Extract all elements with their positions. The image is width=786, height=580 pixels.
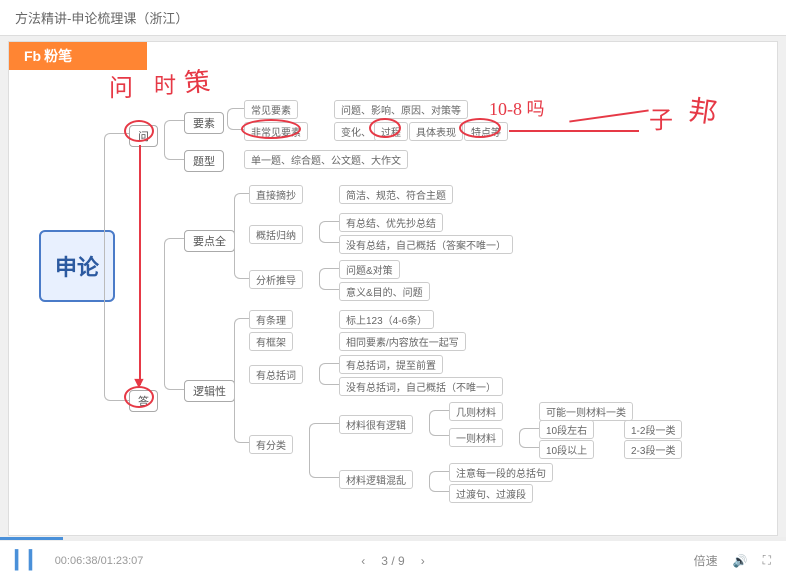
brand-bar: Fb 粉笔 (9, 42, 777, 70)
player-controls: ▎▎ 00:06:38/01:23:07 ‹ 3 / 9 › 倍速 🔊 ⛶ (0, 540, 786, 580)
node-changjian: 常见要素 (244, 100, 298, 119)
annotation-line (509, 130, 639, 132)
leaf: 材料逻辑混乱 (339, 470, 413, 489)
time-display: 00:06:38/01:23:07 (55, 555, 144, 567)
node-luojixing: 逻辑性 (184, 380, 235, 402)
leaf: 有总括词 (249, 365, 303, 384)
pause-button[interactable]: ▎▎ (15, 550, 43, 571)
node-tixing: 题型 (184, 150, 224, 172)
leaf: 没有总结，自己概括（答案不唯一） (339, 235, 513, 254)
node-feichangjian: 非常见要素 (244, 122, 308, 141)
window-title: 方法精讲-申论梳理课（浙江） (0, 0, 786, 36)
prev-page-button[interactable]: ‹ (357, 554, 369, 568)
connector (234, 193, 249, 279)
leaf: 有分类 (249, 435, 293, 454)
leaf: 有框架 (249, 332, 293, 351)
connector (429, 410, 449, 436)
node-da: 答 (129, 390, 158, 412)
annotation-arrow (139, 145, 141, 385)
page-display: 3 / 9 (381, 554, 404, 568)
brand-name: 粉笔 (44, 46, 72, 66)
leaf: 相同要素/内容放在一起写 (339, 332, 466, 351)
leaf: 分析推导 (249, 270, 303, 289)
annotation: 10-8 吗 (489, 95, 545, 121)
connector (164, 120, 184, 160)
leaf: 有总结、优先抄总结 (339, 213, 443, 232)
connector (319, 268, 339, 290)
node-yaodianquan: 要点全 (184, 230, 235, 252)
volume-icon[interactable]: 🔊 (733, 554, 748, 568)
brand-logo: Fb (24, 48, 41, 64)
connector (234, 318, 249, 443)
connector (227, 108, 244, 130)
leaf: 2-3段一类 (624, 440, 682, 459)
time-current: 00:06:38 (55, 555, 98, 567)
leaf: 过程 (374, 122, 408, 141)
leaf: 一则材料 (449, 428, 503, 447)
leaf: 概括归纳 (249, 225, 303, 244)
annotation: 子 (649, 100, 673, 135)
pager: ‹ 3 / 9 › (357, 554, 428, 568)
leaf: 10段左右 (539, 420, 594, 439)
leaf: 简洁、规范、符合主题 (339, 185, 453, 204)
leaf: 1-2段一类 (624, 420, 682, 439)
title-text: 方法精讲-申论梳理课（浙江） (15, 11, 188, 26)
connector (104, 133, 129, 401)
leaf: 直接摘抄 (249, 185, 303, 204)
leaf: 问题、影响、原因、对策等 (334, 100, 468, 119)
leaf: 几则材料 (449, 402, 503, 421)
speed-button[interactable]: 倍速 (694, 552, 718, 569)
leaf: 问题&对策 (339, 260, 400, 279)
annotation-line (569, 109, 648, 122)
leaf: 有总括词，提至前置 (339, 355, 443, 374)
annotation: 问 (109, 68, 133, 103)
connector (429, 471, 449, 492)
fullscreen-icon[interactable]: ⛶ (763, 553, 771, 568)
leaf: 特点等 (464, 122, 508, 141)
leaf: 注意每一段的总括句 (449, 463, 553, 482)
leaf: 可能一则材料一类 (539, 402, 633, 421)
annotation: 时 (154, 68, 176, 100)
connector (164, 238, 184, 390)
time-total: 01:23:07 (101, 555, 144, 567)
controls-right: 倍速 🔊 ⛶ (694, 552, 771, 569)
connector (519, 428, 539, 448)
leaf: 单一题、综合题、公文题、大作文 (244, 150, 408, 169)
leaf: 材料很有逻辑 (339, 415, 413, 434)
leaf: 变化、 (334, 122, 378, 141)
leaf: 过渡句、过渡段 (449, 484, 533, 503)
mindmap-canvas: 申论 问 答 要素 题型 常见要素 非常见要素 问题、影响、原因、对策等 变化、… (9, 70, 777, 520)
leaf: 具体表现 (409, 122, 463, 141)
leaf: 没有总括词，自己概括（不唯一） (339, 377, 503, 396)
leaf: 10段以上 (539, 440, 594, 459)
annotation: 邦 (686, 88, 719, 132)
next-page-button[interactable]: › (417, 554, 429, 568)
connector (309, 423, 339, 478)
node-yaosu: 要素 (184, 112, 224, 134)
connector (319, 221, 339, 243)
slide-viewport: Fb 粉笔 申论 问 答 要素 题型 常见要素 非常见要素 问题、影响、原因、对… (8, 41, 778, 536)
connector (319, 363, 339, 385)
leaf: 标上123（4-6条） (339, 310, 434, 329)
node-wen: 问 (129, 125, 158, 147)
leaf: 意义&目的、问题 (339, 282, 430, 301)
leaf: 有条理 (249, 310, 293, 329)
